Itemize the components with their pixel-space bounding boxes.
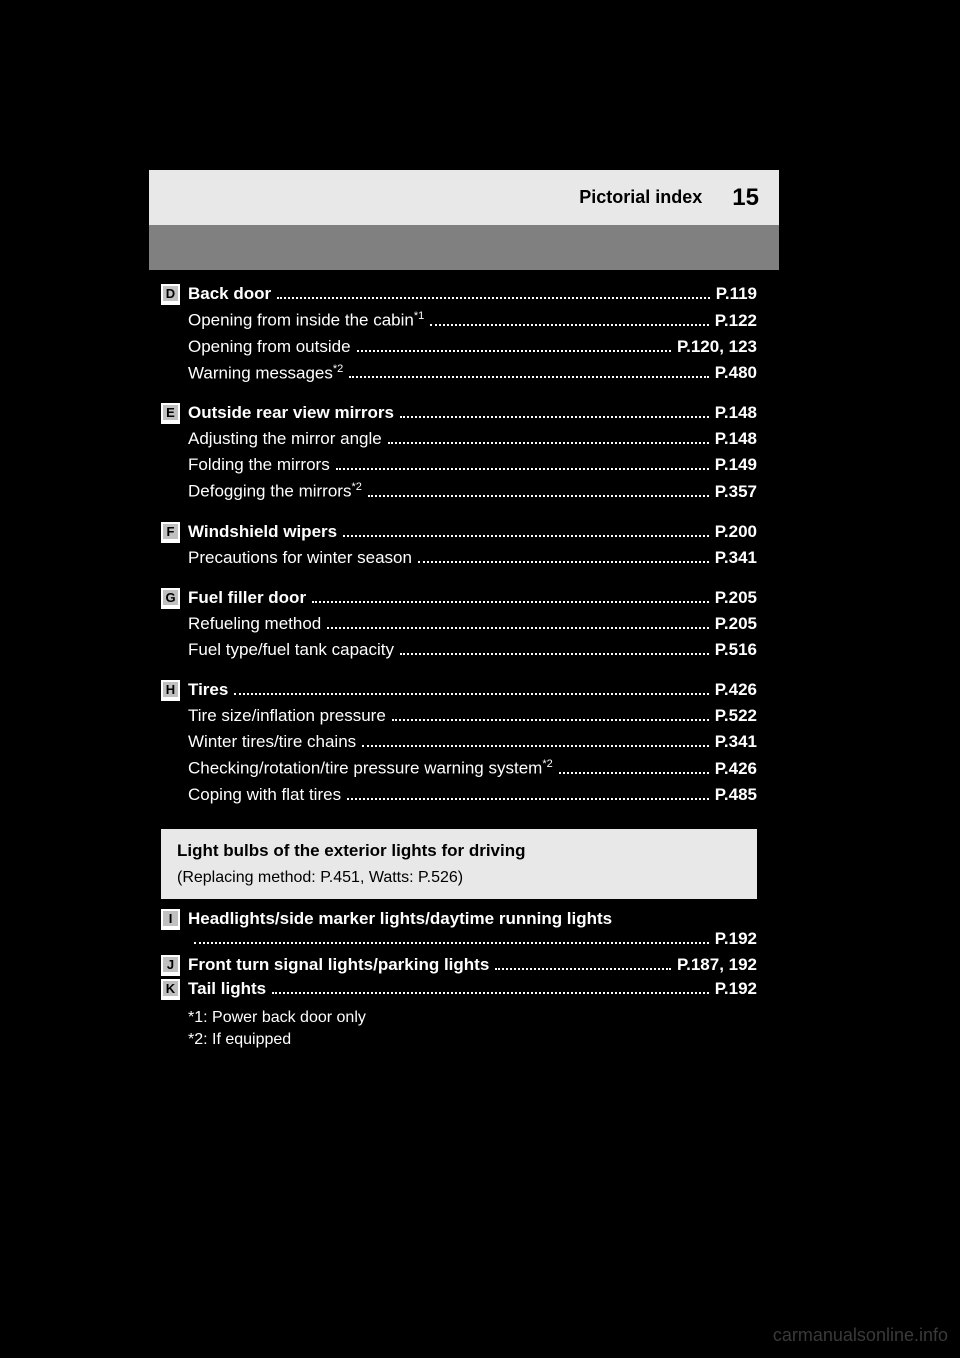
section-title: Front turn signal lights/parking lights (188, 955, 489, 975)
watermark: carmanualsonline.info (773, 1325, 948, 1346)
dot-leader (388, 442, 709, 444)
page-ref: P.120, 123 (677, 337, 757, 357)
section-back-door: D Back door P.119 Opening from inside th… (161, 284, 757, 383)
dot-leader (327, 627, 709, 629)
section-wipers: F Windshield wipers P.200 Precautions fo… (161, 522, 757, 568)
sub-item: Adjusting the mirror angle (188, 429, 382, 449)
page-ref: P.485 (715, 785, 757, 805)
dot-leader (418, 561, 709, 563)
page-ref: P.516 (715, 640, 757, 660)
page-ref: P.149 (715, 455, 757, 475)
dot-leader (336, 468, 709, 470)
marker-icon: G (161, 588, 180, 607)
section-title: Windshield wipers (188, 522, 337, 542)
sub-item: Tire size/inflation pressure (188, 706, 386, 726)
dot-leader (495, 968, 671, 970)
header-page-number: 15 (732, 184, 759, 212)
sub-item: Opening from inside the cabin*1 (188, 310, 424, 331)
dot-leader (312, 601, 709, 603)
page-ref: P.357 (715, 482, 757, 502)
sub-item: Warning messages*2 (188, 363, 343, 384)
dot-leader (392, 719, 709, 721)
footnotes: *1: Power back door only *2: If equipped (161, 1007, 757, 1049)
section-headlights: I Headlights/side marker lights/daytime … (161, 909, 757, 949)
sub-item: Checking/rotation/tire pressure warning … (188, 758, 553, 779)
manual-page: Pictorial index 15 D Back door P.119 Ope… (149, 170, 779, 1065)
section-title: Outside rear view mirrors (188, 403, 394, 423)
page-ref: P.205 (715, 588, 757, 608)
section-tail-lights: K Tail lights P.192 (161, 979, 757, 999)
page-ref: P.341 (715, 548, 757, 568)
page-ref: P.192 (715, 979, 757, 999)
marker-icon: F (161, 522, 180, 541)
page-ref: P.192 (715, 929, 757, 949)
dot-leader (357, 350, 671, 352)
sub-item: Opening from outside (188, 337, 351, 357)
section-title: Tail lights (188, 979, 266, 999)
marker-icon: J (161, 955, 180, 974)
page-ref: P.341 (715, 732, 757, 752)
dot-leader (368, 495, 709, 497)
section-turn-signals: J Front turn signal lights/parking light… (161, 955, 757, 975)
dot-leader (362, 745, 709, 747)
sub-item: Coping with flat tires (188, 785, 341, 805)
sub-item: Fuel type/fuel tank capacity (188, 640, 394, 660)
marker-icon: H (161, 680, 180, 699)
page-ref: P.122 (715, 311, 757, 331)
header-title: Pictorial index (579, 187, 702, 208)
section-title: Headlights/side marker lights/daytime ru… (188, 909, 612, 929)
sub-item: Precautions for winter season (188, 548, 412, 568)
page-ref: P.205 (715, 614, 757, 634)
page-header: Pictorial index 15 (149, 170, 779, 225)
section-mirrors: E Outside rear view mirrors P.148 Adjust… (161, 403, 757, 502)
dot-leader (277, 297, 710, 299)
section-fuel-door: G Fuel filler door P.205 Refueling metho… (161, 588, 757, 660)
dot-leader (194, 942, 709, 944)
sub-item: Folding the mirrors (188, 455, 330, 475)
dot-leader (234, 693, 708, 695)
sub-item: Winter tires/tire chains (188, 732, 356, 752)
section-title: Tires (188, 680, 228, 700)
dot-leader (349, 376, 708, 378)
dot-leader (272, 992, 709, 994)
page-ref: P.119 (716, 284, 757, 304)
light-bulbs-info-box: Light bulbs of the exterior lights for d… (161, 829, 757, 899)
info-box-subtitle: (Replacing method: P.451, Watts: P.526) (177, 869, 741, 887)
footnote: *2: If equipped (188, 1031, 757, 1049)
section-title: Fuel filler door (188, 588, 306, 608)
gray-band (149, 225, 779, 270)
section-tires: H Tires P.426 Tire size/inflation pressu… (161, 680, 757, 805)
info-box-title: Light bulbs of the exterior lights for d… (177, 841, 741, 861)
footnote: *1: Power back door only (188, 1009, 757, 1027)
dot-leader (400, 416, 709, 418)
page-ref: P.148 (715, 403, 757, 423)
page-ref: P.200 (715, 522, 757, 542)
dot-leader (343, 535, 709, 537)
page-content: D Back door P.119 Opening from inside th… (149, 270, 779, 1065)
dot-leader (347, 798, 709, 800)
marker-icon: I (161, 909, 180, 928)
dot-leader (430, 324, 709, 326)
page-ref: P.426 (715, 759, 757, 779)
page-ref: P.187, 192 (677, 955, 757, 975)
dot-leader (400, 653, 709, 655)
page-ref: P.426 (715, 680, 757, 700)
section-title: Back door (188, 284, 271, 304)
marker-icon: D (161, 284, 180, 303)
sub-item: Refueling method (188, 614, 321, 634)
page-ref: P.522 (715, 706, 757, 726)
marker-icon: K (161, 979, 180, 998)
dot-leader (559, 772, 709, 774)
page-ref: P.480 (715, 363, 757, 383)
sub-item: Defogging the mirrors*2 (188, 481, 362, 502)
marker-icon: E (161, 403, 180, 422)
page-ref: P.148 (715, 429, 757, 449)
